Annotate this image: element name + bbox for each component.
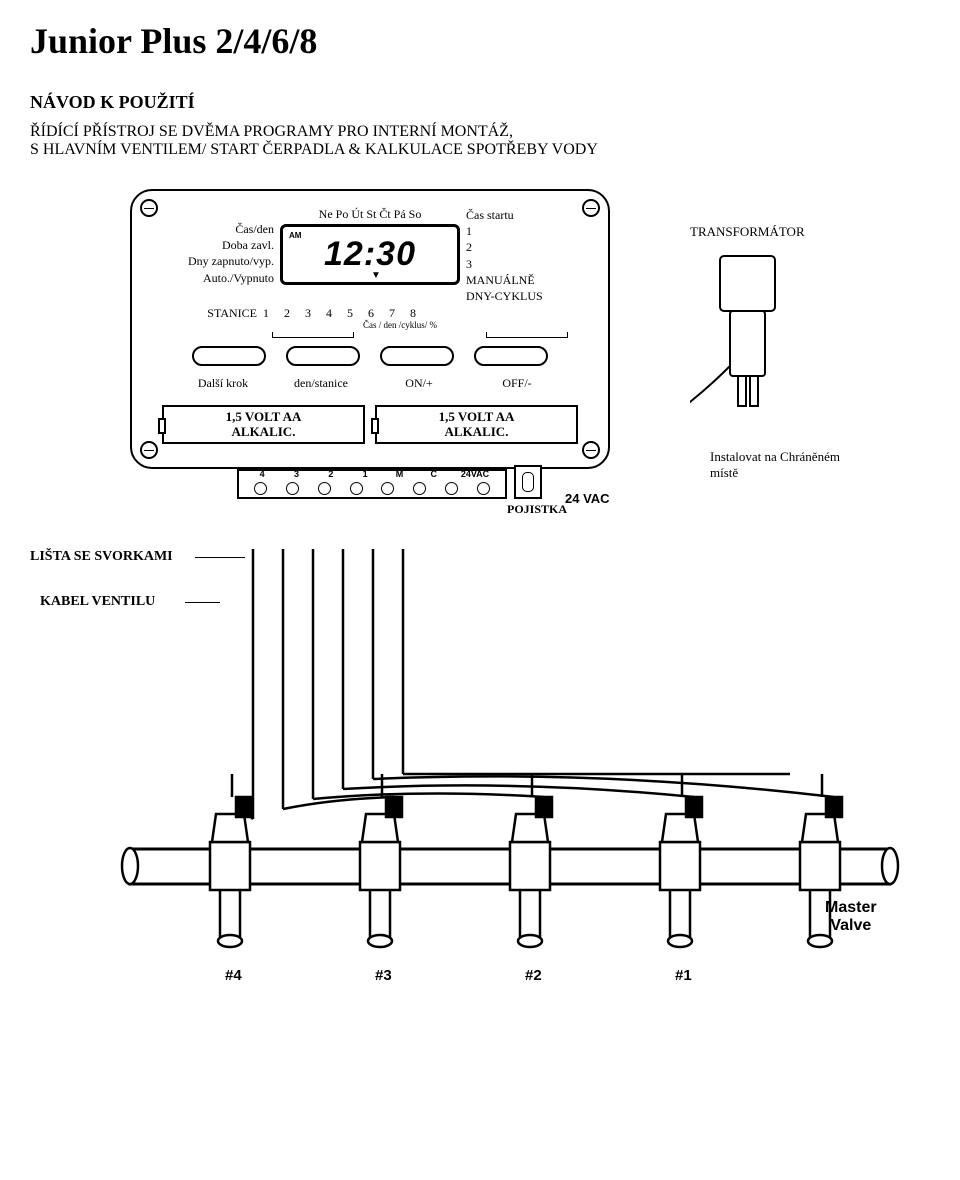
lbl-auto-off: Auto./Vypnuto [160, 270, 274, 286]
terminal-screw-icon [277, 482, 309, 495]
terminal-strip: 4 3 2 1 M C 24VAC [237, 469, 507, 499]
transformer-group: TRANSFORMÁTOR [690, 224, 810, 446]
battery-left: 1,5 VOLT AA ALKALIC. [162, 405, 365, 444]
next-step-button[interactable] [192, 346, 266, 366]
transformer-icon [690, 246, 810, 446]
lbl-start-3: 3 [466, 256, 580, 272]
lbl-days-onoff: Dny zapnuto/vyp. [160, 253, 274, 269]
lcd-arrow-icon: ▼ [371, 270, 381, 281]
right-label-group: Čas startu 1 2 3 MANUÁLNĚ DNY-CYKLUS [460, 207, 580, 304]
terminal-3: 3 [279, 469, 313, 479]
terminal-24vac: 24VAC [451, 469, 499, 479]
lcd-display: AM 12:30 ▼ [280, 224, 460, 285]
terminal-screw-icon [340, 482, 372, 495]
controller-diagram: Čas/den Doba zavl. Dny zapnuto/vyp. Auto… [130, 189, 930, 549]
off-minus-button[interactable] [474, 346, 548, 366]
btn-label-day-station: den/stanice [281, 376, 361, 391]
vac24-label: 24 VAC [565, 491, 610, 506]
lbl-start-1: 1 [466, 223, 580, 239]
lbl-day-cycle: DNY-CYKLUS [466, 288, 580, 304]
time-day-cycle-label: Čas / den /cyklus/ % [132, 320, 608, 330]
btn-label-next: Další krok [183, 376, 263, 391]
lbl-start-2: 2 [466, 239, 580, 255]
terminal-2: 2 [314, 469, 348, 479]
screw-icon [140, 441, 158, 459]
valve-label-1: #1 [675, 967, 692, 984]
valve-label-4: #4 [225, 967, 242, 984]
lbl-manual: MANUÁLNĚ [466, 272, 580, 288]
button-row [132, 340, 608, 372]
controller-panel: Čas/den Doba zavl. Dny zapnuto/vyp. Auto… [130, 189, 610, 469]
terminal-screw-icon [309, 482, 341, 495]
terminal-screw-icon [404, 482, 436, 495]
left-label-group: Čas/den Doba zavl. Dny zapnuto/vyp. Auto… [160, 207, 280, 286]
lbl-time-day: Čas/den [160, 221, 274, 237]
lbl-start-time: Čas startu [466, 207, 580, 223]
page-title: Junior Plus 2/4/6/8 [30, 20, 930, 62]
terminal-c: C [417, 469, 451, 479]
station-label: STANICE [167, 306, 263, 321]
station-numbers: 1 2 3 4 5 6 7 8 [263, 306, 422, 321]
fuse-label: POJISTKA [507, 502, 567, 517]
terminal-m: M [382, 469, 416, 479]
day-station-button[interactable] [286, 346, 360, 366]
manual-heading: NÁVOD K POUŽITÍ [30, 92, 930, 113]
bracket-icon [262, 332, 578, 340]
terminal-screw-icon [436, 482, 468, 495]
install-note: Instalovat na Chráněném místě [710, 449, 850, 481]
terminal-screw-icon [245, 482, 277, 495]
lcd-time-value: 12:30 [324, 235, 416, 274]
battery-row: 1,5 VOLT AA ALKALIC. 1,5 VOLT AA ALKALIC… [132, 391, 608, 444]
wiring-diagram: LIŠTA SE SVORKAMI KABEL VENTILU #4 #3 #2… [30, 549, 930, 1029]
btn-label-off: OFF/- [477, 376, 557, 391]
button-labels: Další krok den/stanice ON/+ OFF/- [132, 372, 608, 391]
valve-label-2: #2 [525, 967, 542, 984]
terminal-screw-icon [372, 482, 404, 495]
master-valve-label: Master Valve [825, 899, 877, 935]
valve-label-3: #3 [375, 967, 392, 984]
screw-icon [582, 441, 600, 459]
battery-right: 1,5 VOLT AA ALKALIC. [375, 405, 578, 444]
terminal-4: 4 [245, 469, 279, 479]
lcd-am-indicator: AM [289, 231, 301, 240]
on-plus-button[interactable] [380, 346, 454, 366]
wiring-svg [100, 549, 930, 1019]
terminal-screw-icon [467, 482, 499, 495]
terminal-1: 1 [348, 469, 382, 479]
lbl-duration: Doba zavl. [160, 237, 274, 253]
btn-label-on: ON/+ [379, 376, 459, 391]
manual-subtitle: ŘÍDÍCÍ PŘÍSTROJ SE DVĚMA PROGRAMY PRO IN… [30, 123, 930, 159]
transformer-label: TRANSFORMÁTOR [690, 224, 810, 240]
fuse-icon [514, 465, 542, 499]
weekday-row: Ne Po Út St Čt Pá So [280, 207, 460, 222]
